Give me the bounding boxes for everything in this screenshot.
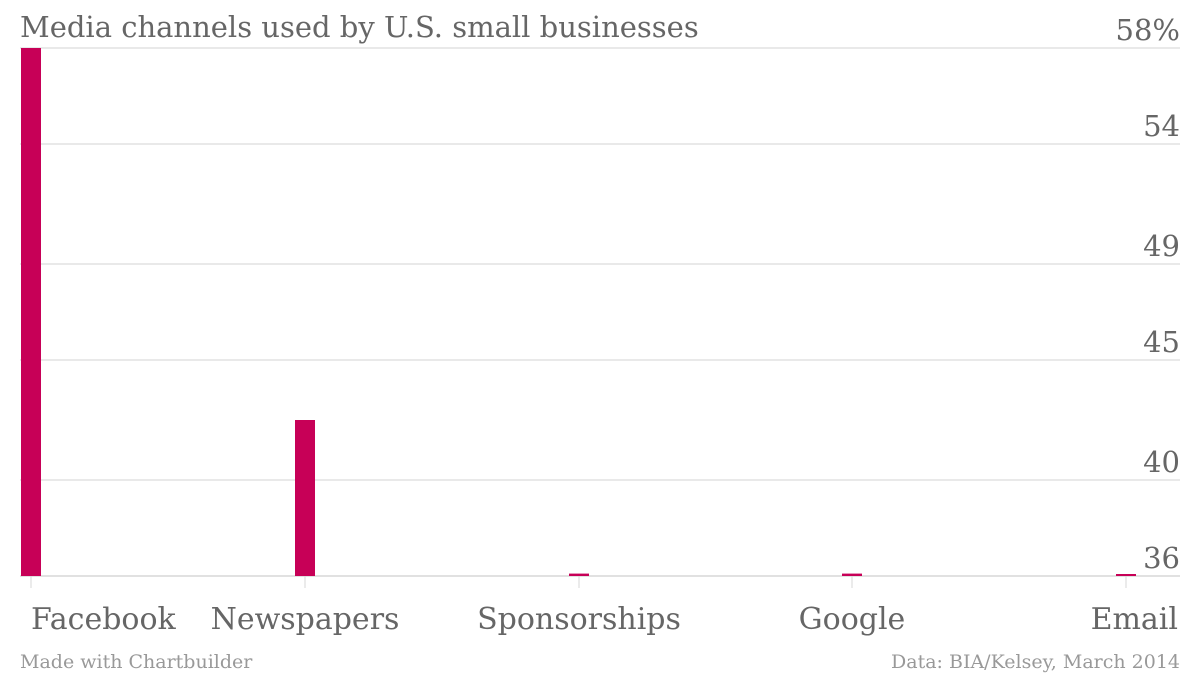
y-axis: 36 40 45 49 54 58%: [1116, 13, 1180, 575]
x-tick-label: Email: [1091, 602, 1178, 637]
y-tick-label: 40: [1143, 445, 1180, 479]
bar-google: [842, 573, 862, 576]
bars: [21, 48, 1136, 576]
y-tick-label: 36: [1143, 541, 1180, 575]
footer-credit: Made with Chartbuilder: [20, 651, 253, 673]
x-tick-label: Facebook: [31, 602, 177, 637]
y-tick-label: 45: [1143, 325, 1180, 359]
bar-email: [1116, 574, 1136, 576]
x-tick-label: Newspapers: [211, 602, 400, 637]
footer-source: Data: BIA/Kelsey, March 2014: [891, 651, 1180, 673]
bar-sponsorships: [569, 573, 589, 576]
y-tick-label: 49: [1143, 229, 1180, 263]
bar-newspapers: [295, 420, 315, 576]
x-axis: Facebook Newspapers Sponsorships Google Emai…: [30, 576, 1178, 637]
gridlines: [20, 47, 1180, 577]
x-tick-label: Sponsorships: [477, 602, 681, 637]
bar-facebook: [21, 48, 41, 576]
y-tick-label: 58%: [1116, 13, 1180, 47]
y-tick-label: 54: [1143, 109, 1180, 143]
chart-title: Media channels used by U.S. small busine…: [20, 10, 699, 44]
x-tick-label: Google: [799, 602, 906, 637]
